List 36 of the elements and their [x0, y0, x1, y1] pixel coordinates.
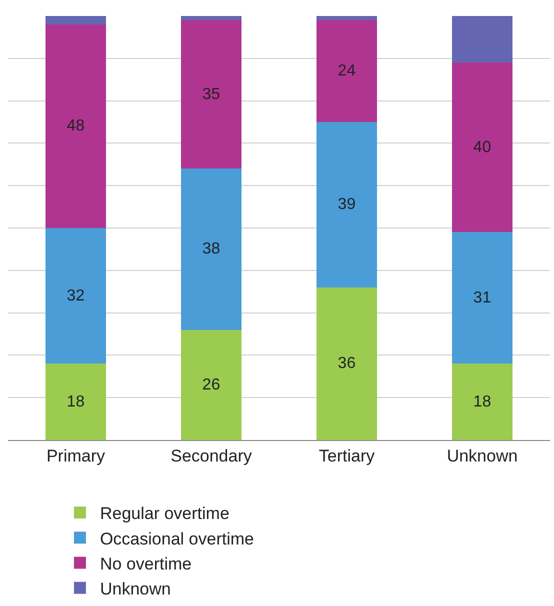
bar	[316, 16, 378, 20]
bar	[45, 24, 106, 228]
bar	[180, 168, 242, 330]
x-tick-label: Unknown	[446, 446, 518, 466]
bar	[452, 62, 513, 232]
data-label: 39	[338, 196, 356, 214]
data-label: 40	[473, 138, 492, 156]
legend-label: Regular overtime	[100, 504, 230, 524]
bar	[45, 16, 106, 24]
bar	[45, 364, 106, 440]
bar	[452, 232, 513, 364]
data-label: 26	[202, 376, 220, 394]
bar	[180, 330, 242, 440]
data-label: 18	[66, 393, 85, 410]
bar	[316, 20, 378, 122]
x-tick-label: Primary	[46, 446, 106, 466]
bar	[45, 228, 106, 364]
data-label: 18	[473, 393, 492, 410]
bar	[452, 16, 513, 63]
bar	[316, 287, 378, 440]
data-label: 36	[338, 355, 356, 372]
bar	[180, 16, 242, 20]
bar	[452, 364, 513, 440]
data-label: 35	[202, 86, 220, 103]
x-tick-label: Secondary	[170, 446, 252, 466]
legend-label: Occasional overtime	[100, 529, 254, 548]
bar	[180, 20, 242, 169]
data-label: 38	[202, 240, 220, 258]
bar	[316, 122, 378, 288]
legend-label: Unknown	[100, 579, 171, 598]
data-label: 32	[66, 287, 85, 304]
data-label: 31	[473, 289, 492, 306]
legend-label: No overtime	[100, 554, 192, 574]
x-tick-label: Tertiary	[318, 446, 376, 466]
data-label: 24	[338, 62, 356, 80]
data-label: 48	[66, 118, 85, 135]
